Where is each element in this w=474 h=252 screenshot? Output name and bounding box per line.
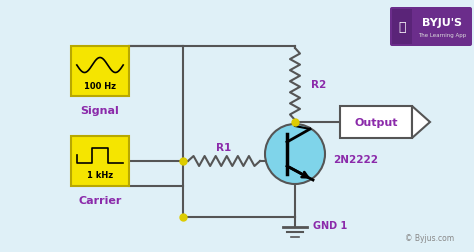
Text: 1 kHz: 1 kHz xyxy=(87,171,113,180)
Text: 100 Hz: 100 Hz xyxy=(84,81,116,90)
Text: Signal: Signal xyxy=(81,106,119,115)
FancyBboxPatch shape xyxy=(390,8,472,47)
FancyBboxPatch shape xyxy=(71,137,129,186)
Polygon shape xyxy=(412,107,430,138)
Text: The Learning App: The Learning App xyxy=(418,33,466,38)
Text: © Byjus.com: © Byjus.com xyxy=(405,233,454,242)
Text: Output: Output xyxy=(354,117,398,128)
FancyBboxPatch shape xyxy=(340,107,412,138)
Text: BYJU'S: BYJU'S xyxy=(422,18,462,28)
FancyBboxPatch shape xyxy=(71,47,129,97)
Circle shape xyxy=(265,124,325,184)
FancyBboxPatch shape xyxy=(392,10,412,45)
Text: R1: R1 xyxy=(216,142,232,152)
Text: Carrier: Carrier xyxy=(78,195,122,205)
Text: ⓑ: ⓑ xyxy=(398,21,406,34)
Text: R2: R2 xyxy=(311,80,326,90)
Text: 2N2222: 2N2222 xyxy=(333,154,378,164)
Text: GND 1: GND 1 xyxy=(313,220,347,230)
